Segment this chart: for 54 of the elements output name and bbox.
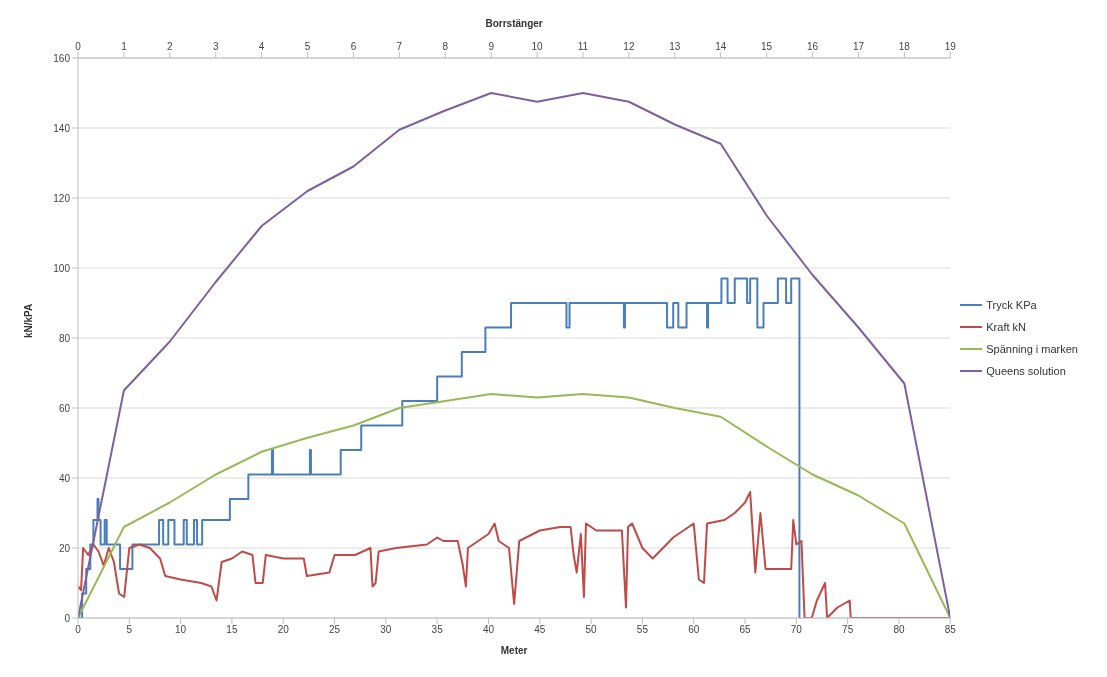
x-tick-label: 10 bbox=[175, 624, 187, 636]
x2-tick-label: 17 bbox=[852, 41, 865, 52]
x-tick-label: 45 bbox=[534, 624, 546, 636]
x2-tick-label: 2 bbox=[167, 41, 174, 52]
legend-label: Queens solution bbox=[986, 365, 1066, 377]
x2-tick-label: 7 bbox=[396, 41, 403, 52]
y-tick-label: 20 bbox=[58, 542, 71, 554]
x2-tick-label: 12 bbox=[623, 41, 635, 52]
x2-tick-label: 10 bbox=[531, 41, 544, 52]
x-tick-label: 40 bbox=[482, 624, 495, 636]
x-tick-label: 5 bbox=[126, 624, 133, 636]
x2-tick-label: 18 bbox=[898, 41, 911, 52]
y-tick-label: 80 bbox=[58, 332, 71, 344]
x-tick-label: 60 bbox=[688, 624, 700, 636]
y-tick-label: 0 bbox=[64, 612, 71, 624]
legend-label: Kraft kN bbox=[986, 321, 1026, 333]
x2-tick-label: 19 bbox=[944, 41, 957, 52]
x2-tick-label: 6 bbox=[350, 41, 357, 52]
x2-tick-label: 4 bbox=[258, 41, 265, 52]
x-tick-label: 50 bbox=[585, 624, 598, 636]
x-tick-label: 80 bbox=[893, 624, 905, 636]
y-axis-title: kN/kPA bbox=[22, 303, 34, 338]
x-tick-label: 30 bbox=[380, 624, 392, 636]
x-tick-label: 85 bbox=[944, 624, 957, 636]
x-tick-label: 35 bbox=[431, 624, 444, 636]
x2-tick-label: 15 bbox=[761, 41, 773, 52]
y-tick-label: 140 bbox=[53, 122, 71, 134]
x-tick-label: 15 bbox=[226, 624, 238, 636]
x-tick-label: 25 bbox=[328, 624, 341, 636]
x2-axis-title: Borrstänger bbox=[485, 18, 543, 30]
legend-label: Tryck KPa bbox=[986, 299, 1037, 311]
x-tick-label: 0 bbox=[75, 624, 82, 636]
y-tick-label: 120 bbox=[53, 192, 71, 204]
x2-tick-label: 11 bbox=[577, 41, 589, 52]
y-tick-label: 40 bbox=[58, 472, 71, 484]
x2-tick-label: 8 bbox=[442, 41, 449, 52]
legend-label: Spänning i marken bbox=[986, 343, 1078, 355]
x2-tick-label: 3 bbox=[212, 41, 219, 52]
x-tick-label: 75 bbox=[842, 624, 854, 636]
y-tick-label: 60 bbox=[58, 402, 71, 414]
y-tick-label: 160 bbox=[53, 52, 71, 64]
x-axis-title: Meter bbox=[500, 645, 528, 656]
x-tick-label: 20 bbox=[277, 624, 290, 636]
x-tick-label: 55 bbox=[636, 624, 649, 636]
x2-tick-label: 16 bbox=[806, 41, 819, 52]
x-tick-label: 65 bbox=[739, 624, 752, 636]
x-tick-label: 70 bbox=[790, 624, 803, 636]
x2-tick-label: 14 bbox=[715, 41, 727, 52]
y-tick-label: 100 bbox=[53, 262, 71, 274]
x2-tick-label: 13 bbox=[669, 41, 681, 52]
x2-tick-label: 9 bbox=[488, 41, 495, 52]
x2-tick-label: 5 bbox=[304, 41, 311, 52]
x2-tick-label: 0 bbox=[75, 41, 82, 52]
x2-tick-label: 1 bbox=[121, 41, 128, 52]
